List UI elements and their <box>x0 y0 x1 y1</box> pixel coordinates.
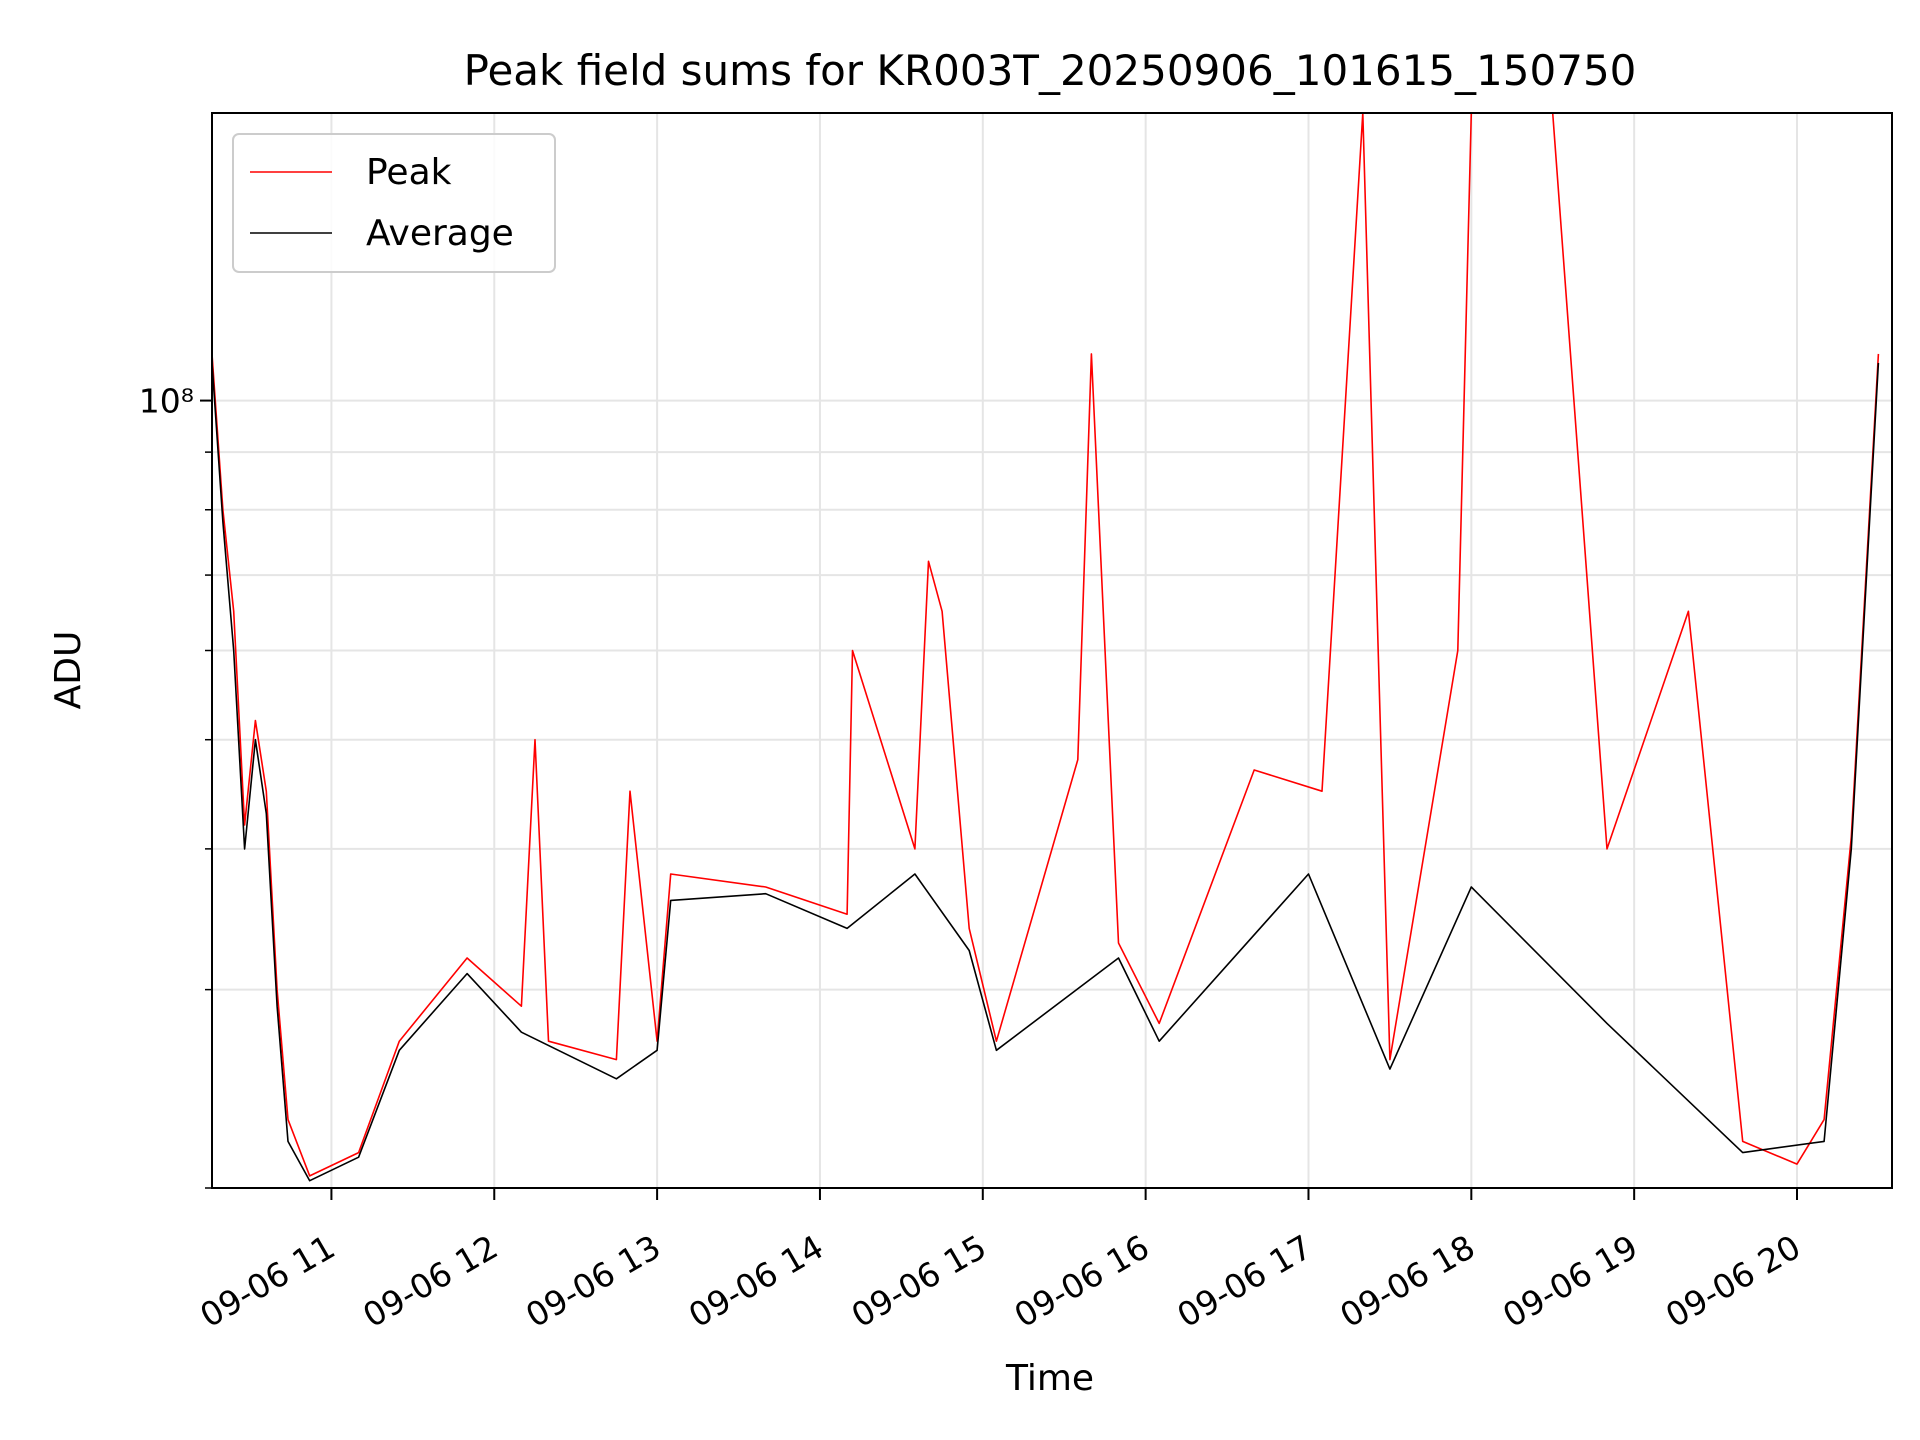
series-line-peak <box>212 113 1880 1177</box>
x-axis-label: Time <box>1005 1358 1094 1399</box>
legend-box <box>232 133 556 273</box>
series-line-average <box>212 362 1880 1182</box>
chart-title: Peak field sums for KR003T_20250906_1016… <box>464 46 1637 95</box>
series-layer <box>212 113 1880 1182</box>
legend-average-label: Average <box>366 213 514 254</box>
y-axis-label: ADU <box>48 631 89 710</box>
y-tick-label: 10⁸ <box>139 382 194 421</box>
legend-peak-label: Peak <box>366 152 452 193</box>
legend: Peak Average <box>232 133 556 273</box>
